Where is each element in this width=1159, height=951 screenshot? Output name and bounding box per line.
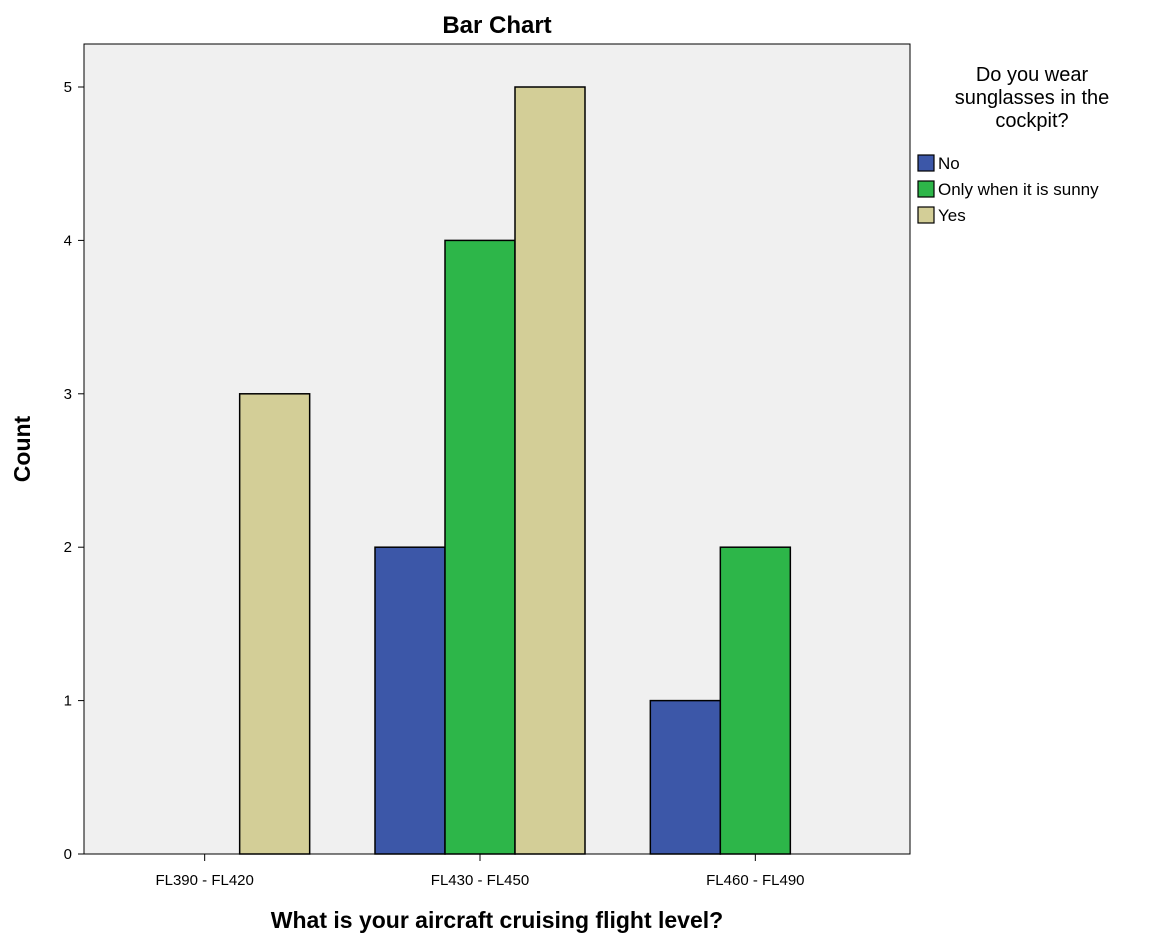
x-axis-title: What is your aircraft cruising flight le…	[271, 907, 723, 933]
legend-title-line: sunglasses in the	[955, 87, 1110, 109]
y-axis-title: Count	[9, 415, 35, 482]
legend-label: No	[938, 154, 960, 173]
bar-only-when-it-is-sunny	[444, 239, 516, 855]
y-tick-label: 0	[64, 846, 72, 863]
chart-title: Bar Chart	[442, 12, 551, 39]
y-axis: 0 1 2 3 4 5	[64, 79, 84, 863]
bars-group	[238, 86, 792, 855]
y-tick-label: 3	[64, 386, 72, 403]
y-tick-label: 1	[64, 693, 72, 710]
x-tick-label: FL460 - FL490	[706, 872, 804, 889]
legend-swatch	[917, 206, 935, 224]
y-tick-label: 4	[64, 232, 72, 249]
x-tick-label: FL390 - FL420	[155, 872, 253, 889]
x-axis: FL390 - FL420 FL430 - FL450 FL460 - FL490	[155, 854, 805, 889]
legend-label: Yes	[938, 206, 966, 225]
legend-title-line: cockpit?	[995, 110, 1068, 132]
bar-no	[374, 546, 446, 855]
bar-only-when-it-is-sunny	[719, 546, 792, 855]
legend-title-line: Do you wear	[976, 64, 1089, 86]
legend-swatch	[917, 180, 935, 198]
x-tick-label: FL430 - FL450	[431, 872, 529, 889]
y-tick-label: 2	[64, 539, 72, 556]
legend-swatch	[917, 154, 935, 172]
bar-no	[649, 699, 722, 855]
bar-yes	[514, 86, 586, 855]
bar-yes	[238, 393, 311, 855]
y-tick-label: 5	[64, 79, 72, 96]
legend-label: Only when it is sunny	[938, 180, 1099, 199]
